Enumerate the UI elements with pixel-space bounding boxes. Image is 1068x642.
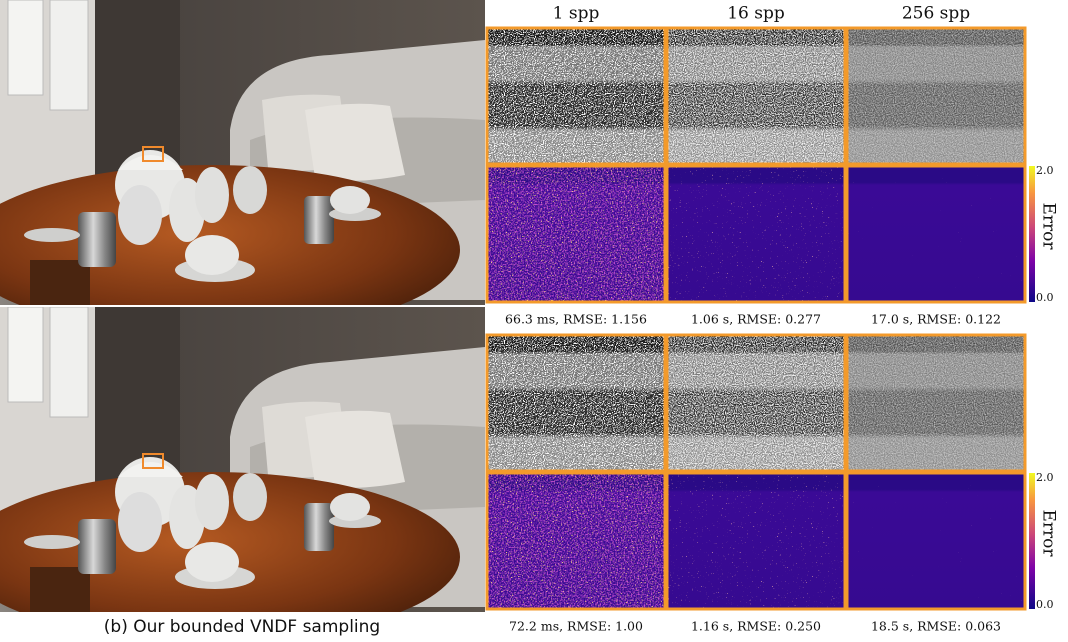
- colorbar-label: Error: [1039, 509, 1059, 557]
- column-header: 16 spp: [727, 4, 785, 24]
- stats-label: 17.0 s, RMSE: 0.122: [871, 312, 1001, 327]
- render-noise: [847, 335, 1025, 471]
- render-noise: [487, 335, 665, 471]
- stats-label: 1.06 s, RMSE: 0.277: [691, 312, 821, 327]
- stats-label: 1.16 s, RMSE: 0.250: [691, 619, 821, 634]
- error-speckles: [667, 166, 845, 302]
- error-speckles: [487, 473, 665, 609]
- colorbar-max: 2.0: [1036, 164, 1054, 177]
- render-noise: [667, 28, 845, 164]
- render-noise: [487, 28, 665, 164]
- error-speckles: [847, 473, 1025, 609]
- error-speckles: [667, 473, 845, 609]
- column-header: 256 spp: [902, 4, 970, 24]
- scene-render: [0, 307, 485, 642]
- stats-label: 72.2 ms, RMSE: 1.00: [509, 619, 643, 634]
- colorbar-max: 2.0: [1036, 471, 1054, 484]
- render-noise: [847, 28, 1025, 164]
- error-speckles: [487, 166, 665, 302]
- colorbar-label: Error: [1039, 202, 1059, 250]
- colorbar-min: 0.0: [1036, 598, 1054, 611]
- render-noise: [667, 335, 845, 471]
- stats-label: 66.3 ms, RMSE: 1.156: [505, 312, 647, 327]
- error-speckles: [847, 166, 1025, 302]
- figure: 1 spp 16 spp 256 spp 66.3 ms, RMSE: 1.156 1.…: [0, 0, 1068, 642]
- scene-render: [0, 0, 485, 335]
- colorbar: [1029, 166, 1035, 302]
- row-caption: (b) Our bounded VNDF sampling: [104, 617, 380, 637]
- colorbar-min: 0.0: [1036, 291, 1054, 304]
- column-header: 1 spp: [553, 4, 600, 24]
- content: 1 spp 16 spp 256 spp 66.3 ms, RMSE: 1.156 1.…: [0, 0, 1059, 642]
- colorbar: [1029, 473, 1035, 609]
- stats-label: 18.5 s, RMSE: 0.063: [871, 619, 1001, 634]
